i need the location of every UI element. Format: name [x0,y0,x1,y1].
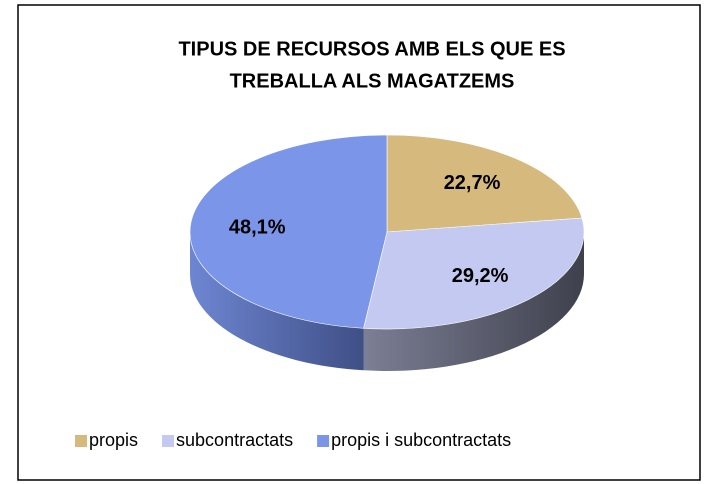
chart-title: TIPUS DE RECURSOS AMB ELS QUE ES [178,38,565,60]
slice-side [190,232,364,371]
slice-side [363,232,584,371]
slice [363,217,585,330]
legend-label: propis [89,430,138,450]
legend-swatch [317,435,330,447]
legend-label: subcontractats [176,430,293,450]
chart-title: TREBALLA ALS MAGATZEMS [230,70,515,92]
slice [189,134,388,329]
value-label: 29,2% [452,265,509,287]
legend-swatch [75,435,87,447]
value-label: 22,7% [444,172,501,194]
value-label: 48,1% [229,216,286,238]
legend-label: propis i subcontractats [331,430,511,450]
slice [386,134,583,233]
legend-swatch [162,435,175,447]
